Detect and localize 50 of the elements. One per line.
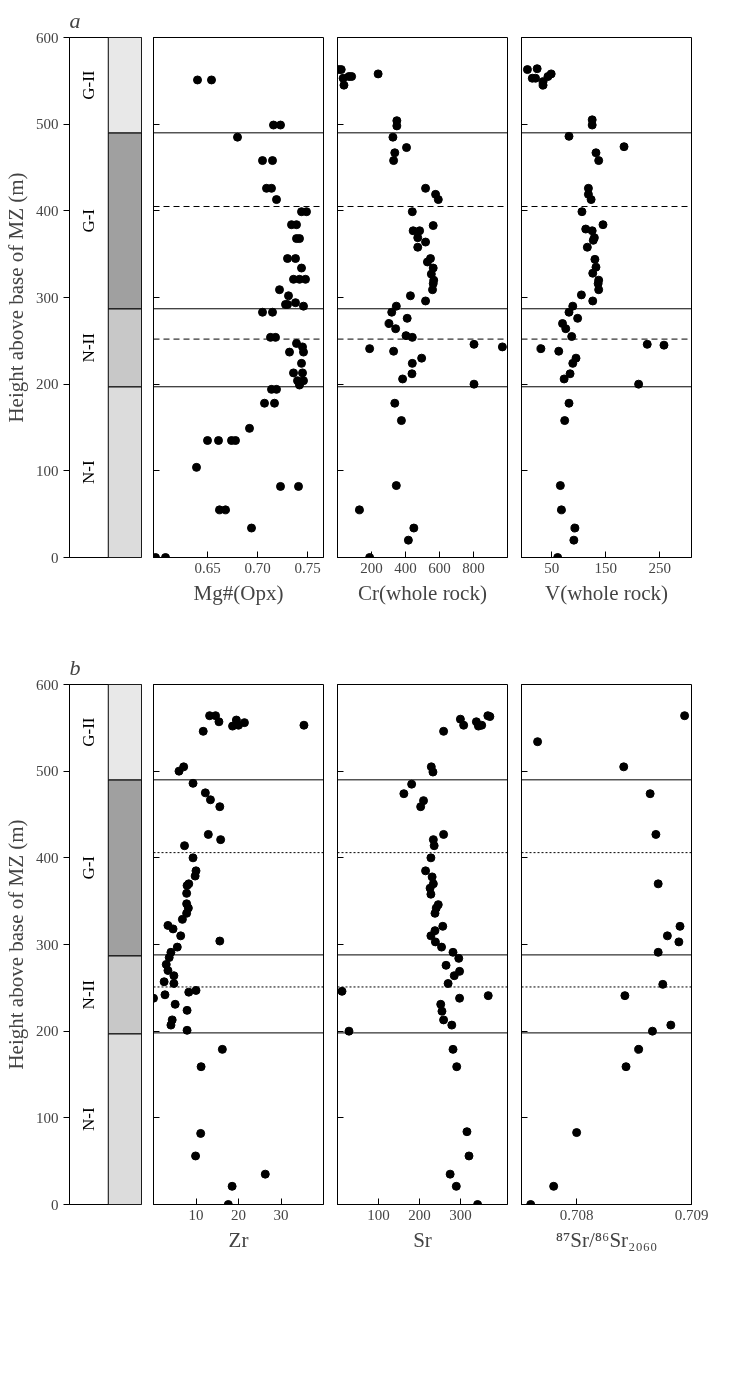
x-tick-label: 0.75	[294, 559, 321, 576]
x-tick-label: 30	[273, 1206, 289, 1223]
x-axis-title: ⁸⁷Sr/⁸⁶Sr₂₀₆₀	[555, 1227, 658, 1252]
y-tick-label: 200	[36, 1023, 59, 1040]
x-axis-title: Sr	[413, 1227, 432, 1252]
x-tick-label: 300	[449, 1206, 472, 1223]
x-tick-label: 250	[648, 559, 671, 576]
x-axis-title: V(whole rock)	[544, 580, 669, 605]
text: N-II	[79, 979, 99, 1010]
x-tick-label: 100	[367, 1206, 390, 1223]
text: G-II	[79, 70, 99, 100]
x-tick-label: 150	[594, 559, 617, 576]
x-axis-title: Zr	[228, 1227, 249, 1252]
text: G-I	[79, 208, 99, 233]
x-tick-label: 20	[231, 1206, 246, 1223]
chart-title: b	[69, 654, 81, 680]
x-tick-label: 0.65	[194, 559, 221, 576]
x-tick-label: 400	[394, 559, 417, 576]
y-tick-label: 500	[36, 116, 59, 133]
y-tick-label: 600	[36, 29, 59, 46]
y-axis-title: Height above base of MZ (m)	[4, 819, 28, 1070]
y-tick-label: 0	[51, 1196, 59, 1213]
y-tick-label: 400	[36, 849, 59, 866]
x-tick-label: 200	[408, 1206, 431, 1223]
x-tick-label: 10	[188, 1206, 204, 1223]
x-tick-label: 0.70	[244, 559, 271, 576]
y-tick-label: 300	[36, 936, 59, 953]
y-tick-label: 400	[36, 202, 59, 219]
x-tick-label: 200	[360, 559, 383, 576]
y-tick-label: 600	[36, 676, 59, 693]
y-tick-label: 200	[36, 376, 59, 393]
x-tick-label: 50	[544, 559, 560, 576]
text: N-II	[79, 332, 99, 363]
y-tick-label: 300	[36, 289, 59, 306]
x-axis-title: Mg#(Opx)	[193, 580, 284, 605]
chart-title: a	[69, 7, 81, 33]
x-axis-title: Cr(whole rock)	[358, 580, 487, 605]
y-axis-title: Height above base of MZ (m)	[4, 172, 28, 423]
y-tick-label: 500	[36, 763, 59, 780]
x-tick-label: 600	[428, 559, 451, 576]
x-tick-label: 0.709	[674, 1206, 709, 1223]
y-tick-label: 0	[51, 549, 59, 566]
text: G-I	[79, 855, 99, 880]
x-tick-label: 0.708	[559, 1206, 594, 1223]
text: N-I	[79, 459, 99, 484]
text: G-II	[79, 717, 99, 747]
text: N-I	[79, 1106, 99, 1131]
y-tick-label: 100	[36, 1109, 59, 1126]
x-tick-label: 800	[462, 559, 485, 576]
y-tick-label: 100	[36, 462, 59, 479]
